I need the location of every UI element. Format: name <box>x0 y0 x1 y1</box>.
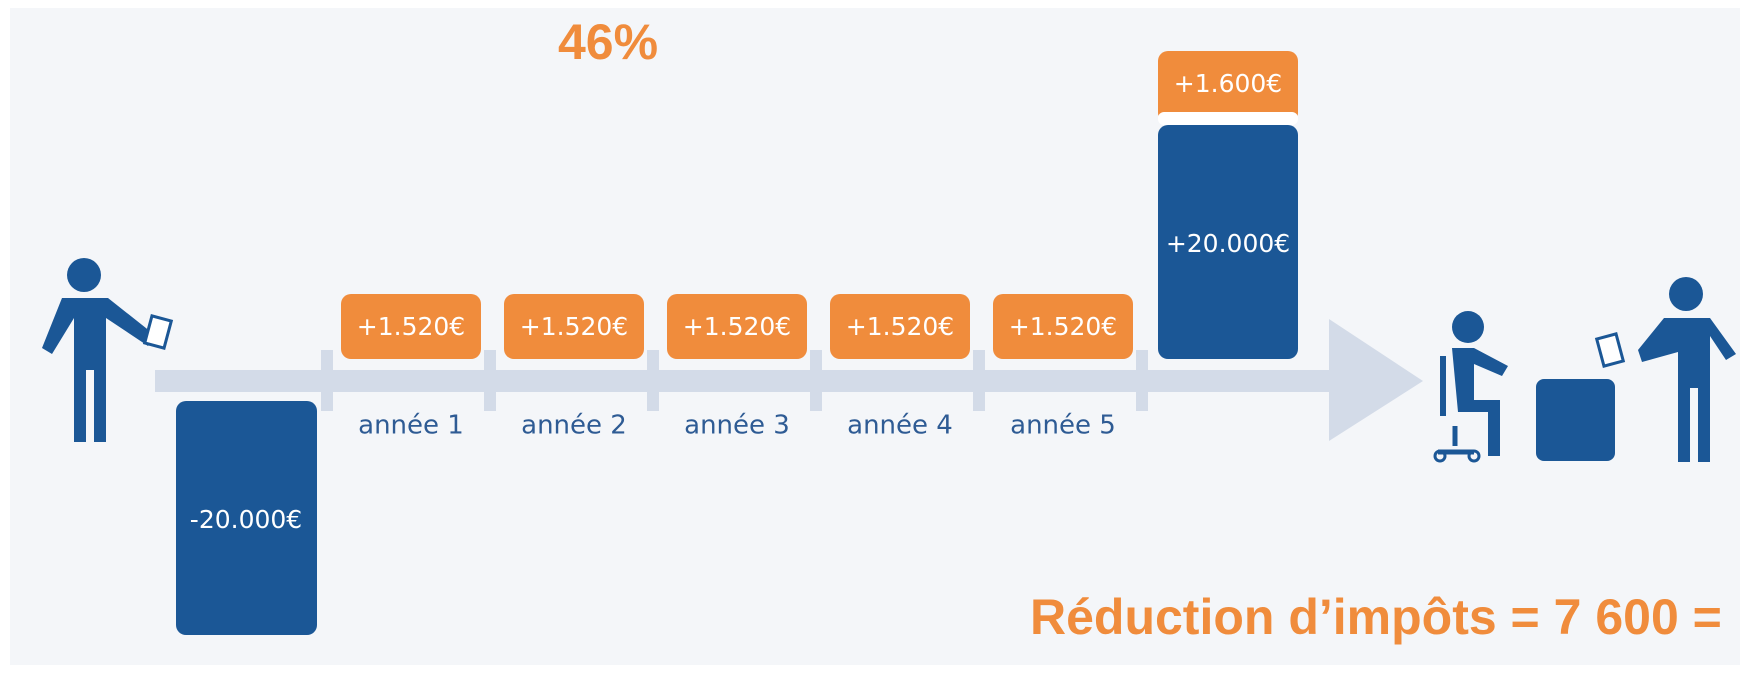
footer: Réduction d’impôts = 7 600 = <box>1030 589 1722 645</box>
timeline-tick <box>810 350 822 411</box>
separator <box>1158 112 1298 125</box>
year-label: année 2 <box>521 411 627 441</box>
infographic: 46% -20.000€ +1.520€ année 1 +1.520€ année … <box>0 0 1740 673</box>
year-label: année 3 <box>684 411 790 441</box>
timeline-tick <box>1136 350 1148 411</box>
year-label: année 1 <box>358 411 464 441</box>
year-amount: +1.520€ <box>357 312 465 341</box>
year-label: année 4 <box>847 411 953 441</box>
investment-amount: -20.000€ <box>190 505 302 534</box>
year-amount: +1.520€ <box>1009 312 1117 341</box>
timeline-tick <box>973 350 985 411</box>
year-amount: +1.520€ <box>846 312 954 341</box>
bonus-amount: +1.600€ <box>1174 69 1282 98</box>
year-amount: +1.520€ <box>683 312 791 341</box>
timeline-tick <box>647 350 659 411</box>
capital-amount: +20.000€ <box>1166 229 1290 258</box>
year-amount: +1.520€ <box>520 312 628 341</box>
year-label: année 5 <box>1010 411 1116 441</box>
title: 46% <box>558 14 658 70</box>
timeline-tick <box>321 350 333 411</box>
timeline-tick <box>484 350 496 411</box>
